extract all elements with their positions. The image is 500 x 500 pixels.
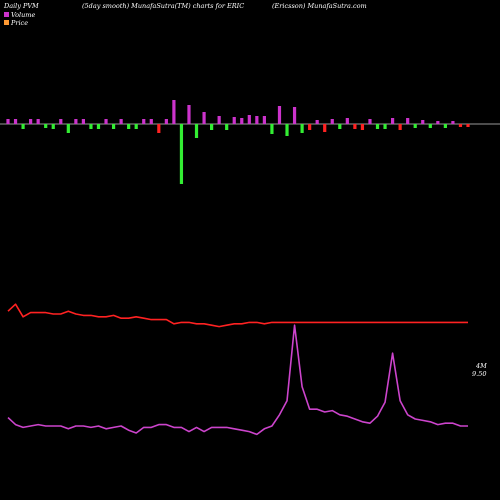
volume-bar [51,124,55,129]
volume-bar [247,115,251,124]
volume-bar [262,116,266,124]
volume-bar [285,124,289,136]
legend-price-label: Price [10,19,28,27]
volume-bar [353,124,357,129]
volume-bar [428,124,432,128]
volume-bar [458,124,463,127]
volume-bar [270,124,274,134]
volume-bar [202,112,206,124]
volume-bar [172,100,176,124]
volume-bar [142,119,146,124]
volume-bar [398,124,402,130]
volume-bar [81,119,86,124]
legend-volume-swatch [4,12,9,17]
volume-bar [255,116,259,124]
volume-bar [44,124,48,128]
volume-bar [6,119,10,124]
volume-bar [13,119,18,124]
volume-bar [59,119,63,124]
volume-bar [111,124,116,129]
volume-bar [277,106,282,124]
volume-bar [127,124,131,129]
volume-bar [360,124,365,130]
volume-bar [225,124,229,130]
price-label-bottom: 9.50 [472,370,486,378]
volume-bar [149,119,153,124]
volume-bar [210,124,214,130]
volume-bar [406,118,410,124]
volume-bar [134,124,138,129]
volume-bars [6,100,470,184]
volume-bar [292,107,297,124]
volume-bar [421,120,425,124]
volume-bar [187,105,191,124]
volume-bar [164,119,168,124]
volume-bar [315,120,319,124]
volume-bar [390,118,395,124]
volume-bar [338,124,342,129]
legend-volume-label: Volume [11,11,35,19]
volume-bar [179,124,184,184]
volume-line [7,324,468,436]
volume-bar [368,119,372,124]
price-label-top: 4M [475,362,487,370]
volume-bar [29,119,33,124]
volume-bar [443,124,447,128]
volume-bar [232,117,236,124]
header-left: Daily PVM [3,2,39,10]
volume-bar [74,119,78,124]
volume-bar [119,119,123,124]
volume-bar [104,119,108,124]
volume-bar [96,124,101,129]
volume-bar [36,119,40,124]
price-volume-lines [7,303,468,436]
volume-bar [451,121,455,124]
header-right: (Ericsson) MunafaSutra.com [272,2,367,10]
volume-bar [300,124,304,133]
volume-bar [157,124,161,133]
volume-bar [194,124,199,138]
volume-bar [330,119,334,124]
volume-bar [413,124,417,128]
volume-bar [66,124,70,133]
header-center: (5day smooth) MunafaSutra(TM) charts for… [82,2,244,10]
volume-bar [323,124,327,132]
volume-bar [436,121,440,124]
volume-bar [308,124,312,130]
volume-bar [217,116,221,124]
volume-bar [89,124,93,129]
legend-price-swatch [4,20,9,25]
volume-bar [466,124,470,127]
volume-bar [383,124,387,129]
price-line [7,303,468,328]
volume-bar [240,118,244,124]
volume-bar [345,118,349,124]
volume-bar [375,124,380,129]
volume-bar [21,124,25,129]
